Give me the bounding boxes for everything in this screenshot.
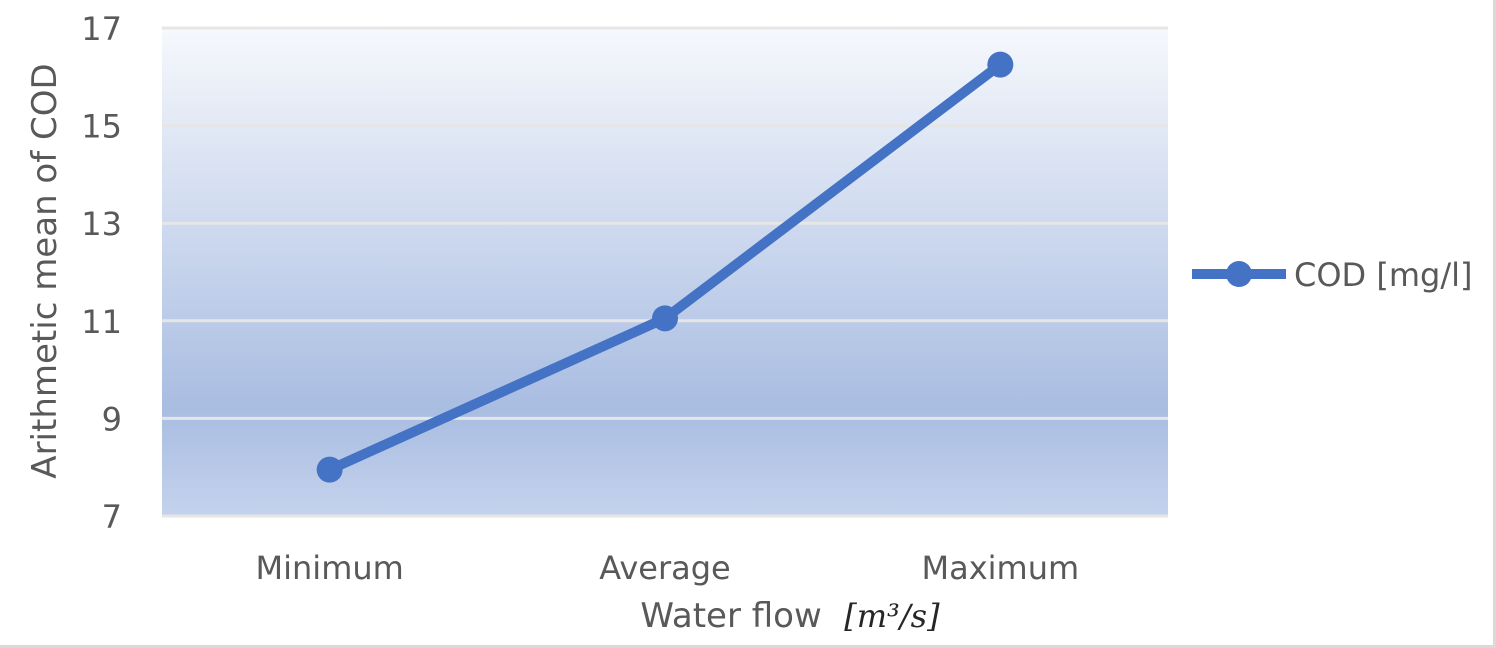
y-axis-title: Arithmetic mean of COD (25, 63, 65, 478)
x-tick-label: Average (599, 549, 730, 587)
y-tick-label: 7 (102, 498, 122, 536)
data-point-average (652, 305, 678, 332)
plot-area (162, 28, 1168, 516)
y-tick-label: 17 (81, 10, 122, 48)
data-point-minimum (316, 456, 343, 483)
data-point-maximum (987, 51, 1014, 78)
y-tick-label: 9 (102, 400, 122, 438)
legend-marker-icon (1226, 261, 1252, 287)
x-axis-tick-labels: Minimum Average Maximum (256, 549, 1080, 587)
x-axis-title-unit: [m³/s] (844, 597, 940, 635)
y-axis-tick-labels: 7 9 11 13 15 17 (81, 10, 122, 536)
legend-label-cod: COD [mg/l] (1294, 256, 1472, 294)
x-axis-title: Water flow [m³/s] (640, 596, 940, 636)
y-tick-label: 13 (81, 205, 122, 243)
series-cod (316, 51, 1014, 483)
legend: COD [mg/l] (1192, 256, 1472, 294)
y-tick-label: 11 (81, 303, 122, 341)
x-tick-label: Minimum (256, 549, 404, 587)
y-tick-label: 15 (81, 108, 122, 146)
x-tick-label: Maximum (921, 549, 1079, 587)
x-axis-title-text: Water flow (640, 596, 821, 636)
